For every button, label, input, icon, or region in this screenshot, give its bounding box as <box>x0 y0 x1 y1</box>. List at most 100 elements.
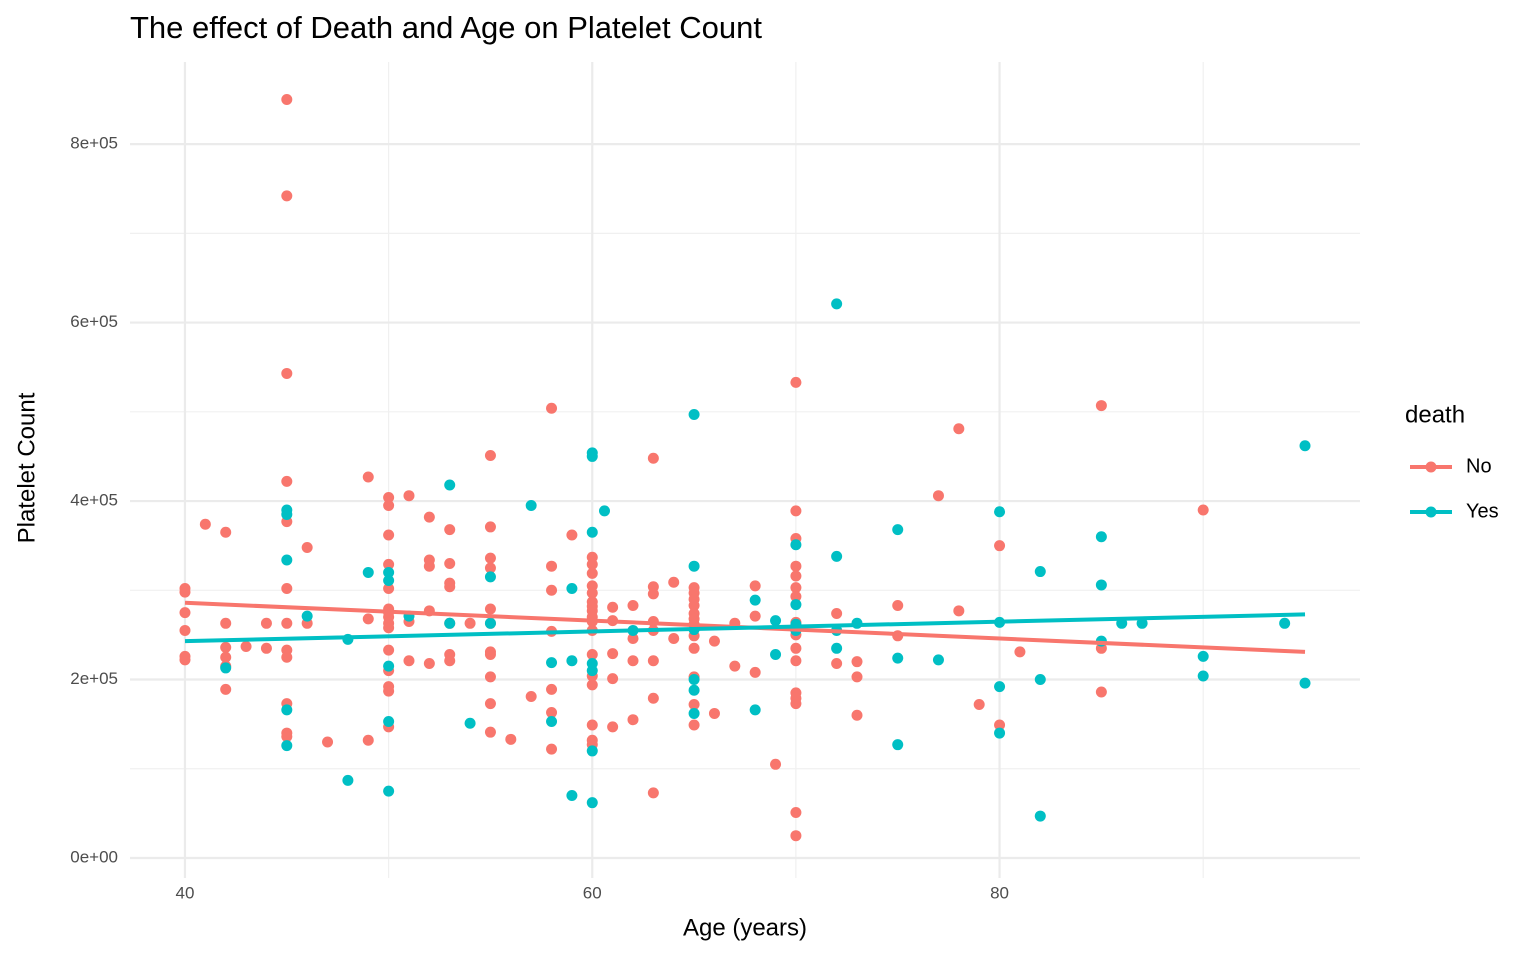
data-point <box>892 652 904 664</box>
trend-line <box>184 612 1306 644</box>
data-point <box>281 190 293 202</box>
data-point <box>566 583 578 595</box>
data-point <box>688 719 700 731</box>
data-point <box>688 699 700 711</box>
data-point <box>1095 531 1107 543</box>
data-point <box>1197 670 1209 682</box>
data-point <box>179 586 191 598</box>
data-point <box>790 806 802 818</box>
data-point <box>220 617 232 629</box>
data-point <box>586 719 598 731</box>
data-point <box>484 571 496 583</box>
data-point <box>546 584 558 596</box>
data-point <box>586 558 598 570</box>
data-point <box>1299 440 1311 452</box>
data-point <box>525 500 537 512</box>
data-point <box>892 599 904 611</box>
data-point <box>444 558 456 570</box>
data-point <box>586 665 598 677</box>
data-point <box>647 452 659 464</box>
data-point <box>953 423 965 435</box>
data-point <box>484 552 496 564</box>
data-point <box>546 715 558 727</box>
data-point <box>281 367 293 379</box>
data-point <box>260 617 272 629</box>
data-point <box>179 624 191 636</box>
legend-swatch <box>1425 461 1437 473</box>
data-point <box>383 574 395 586</box>
data-point <box>281 554 293 566</box>
data-point <box>790 582 802 594</box>
data-point <box>383 566 395 578</box>
data-point <box>688 674 700 686</box>
data-point <box>790 376 802 388</box>
data-point <box>464 617 476 629</box>
data-point <box>444 479 456 491</box>
data-point <box>688 684 700 696</box>
y-axis-label: Platelet Count <box>13 392 40 543</box>
data-point <box>220 683 232 695</box>
data-point <box>281 704 293 716</box>
data-point <box>423 511 435 523</box>
data-point <box>790 591 802 603</box>
data-point <box>546 707 558 719</box>
data-point <box>383 558 395 570</box>
legend-swatch <box>1425 506 1437 518</box>
data-point <box>566 655 578 667</box>
data-point <box>790 642 802 654</box>
data-point <box>383 644 395 656</box>
data-point <box>484 521 496 533</box>
data-point <box>1095 400 1107 412</box>
data-point <box>627 655 639 667</box>
y-tick-label: 8e+05 <box>70 134 118 153</box>
data-point <box>240 641 252 653</box>
y-tick-label: 6e+05 <box>70 312 118 331</box>
data-point <box>770 615 782 627</box>
data-point <box>220 641 232 653</box>
data-point <box>383 685 395 697</box>
data-point <box>281 93 293 105</box>
data-point <box>546 743 558 755</box>
data-point <box>301 541 313 553</box>
data-point <box>444 581 456 593</box>
data-point <box>566 790 578 802</box>
data-point <box>790 560 802 572</box>
data-point <box>444 524 456 536</box>
data-point <box>403 490 415 502</box>
data-point <box>586 526 598 538</box>
data-point <box>668 576 680 588</box>
data-point <box>281 731 293 743</box>
data-point <box>383 660 395 672</box>
legend-title: death <box>1405 401 1465 428</box>
data-point <box>892 524 904 536</box>
legend-label: Yes <box>1466 500 1499 522</box>
data-point <box>607 673 619 685</box>
data-point <box>586 649 598 661</box>
data-point <box>749 580 761 592</box>
data-point <box>749 594 761 606</box>
data-point <box>546 657 558 669</box>
data-point <box>281 475 293 487</box>
data-point <box>994 719 1006 731</box>
data-point <box>383 529 395 541</box>
data-point <box>688 599 700 611</box>
data-point <box>1034 810 1046 822</box>
data-point <box>770 758 782 770</box>
data-point <box>586 745 598 757</box>
data-point <box>851 709 863 721</box>
data-point <box>220 662 232 674</box>
data-point <box>546 560 558 572</box>
data-point <box>851 671 863 683</box>
data-point <box>851 656 863 668</box>
data-point <box>281 583 293 595</box>
data-point <box>994 540 1006 552</box>
data-point <box>627 714 639 726</box>
data-point <box>220 651 232 663</box>
data-point <box>749 704 761 716</box>
data-point <box>484 450 496 462</box>
data-point <box>281 740 293 752</box>
data-point <box>322 736 334 748</box>
data-point <box>647 588 659 600</box>
chart-title: The effect of Death and Age on Platelet … <box>130 10 762 45</box>
data-point <box>484 698 496 710</box>
